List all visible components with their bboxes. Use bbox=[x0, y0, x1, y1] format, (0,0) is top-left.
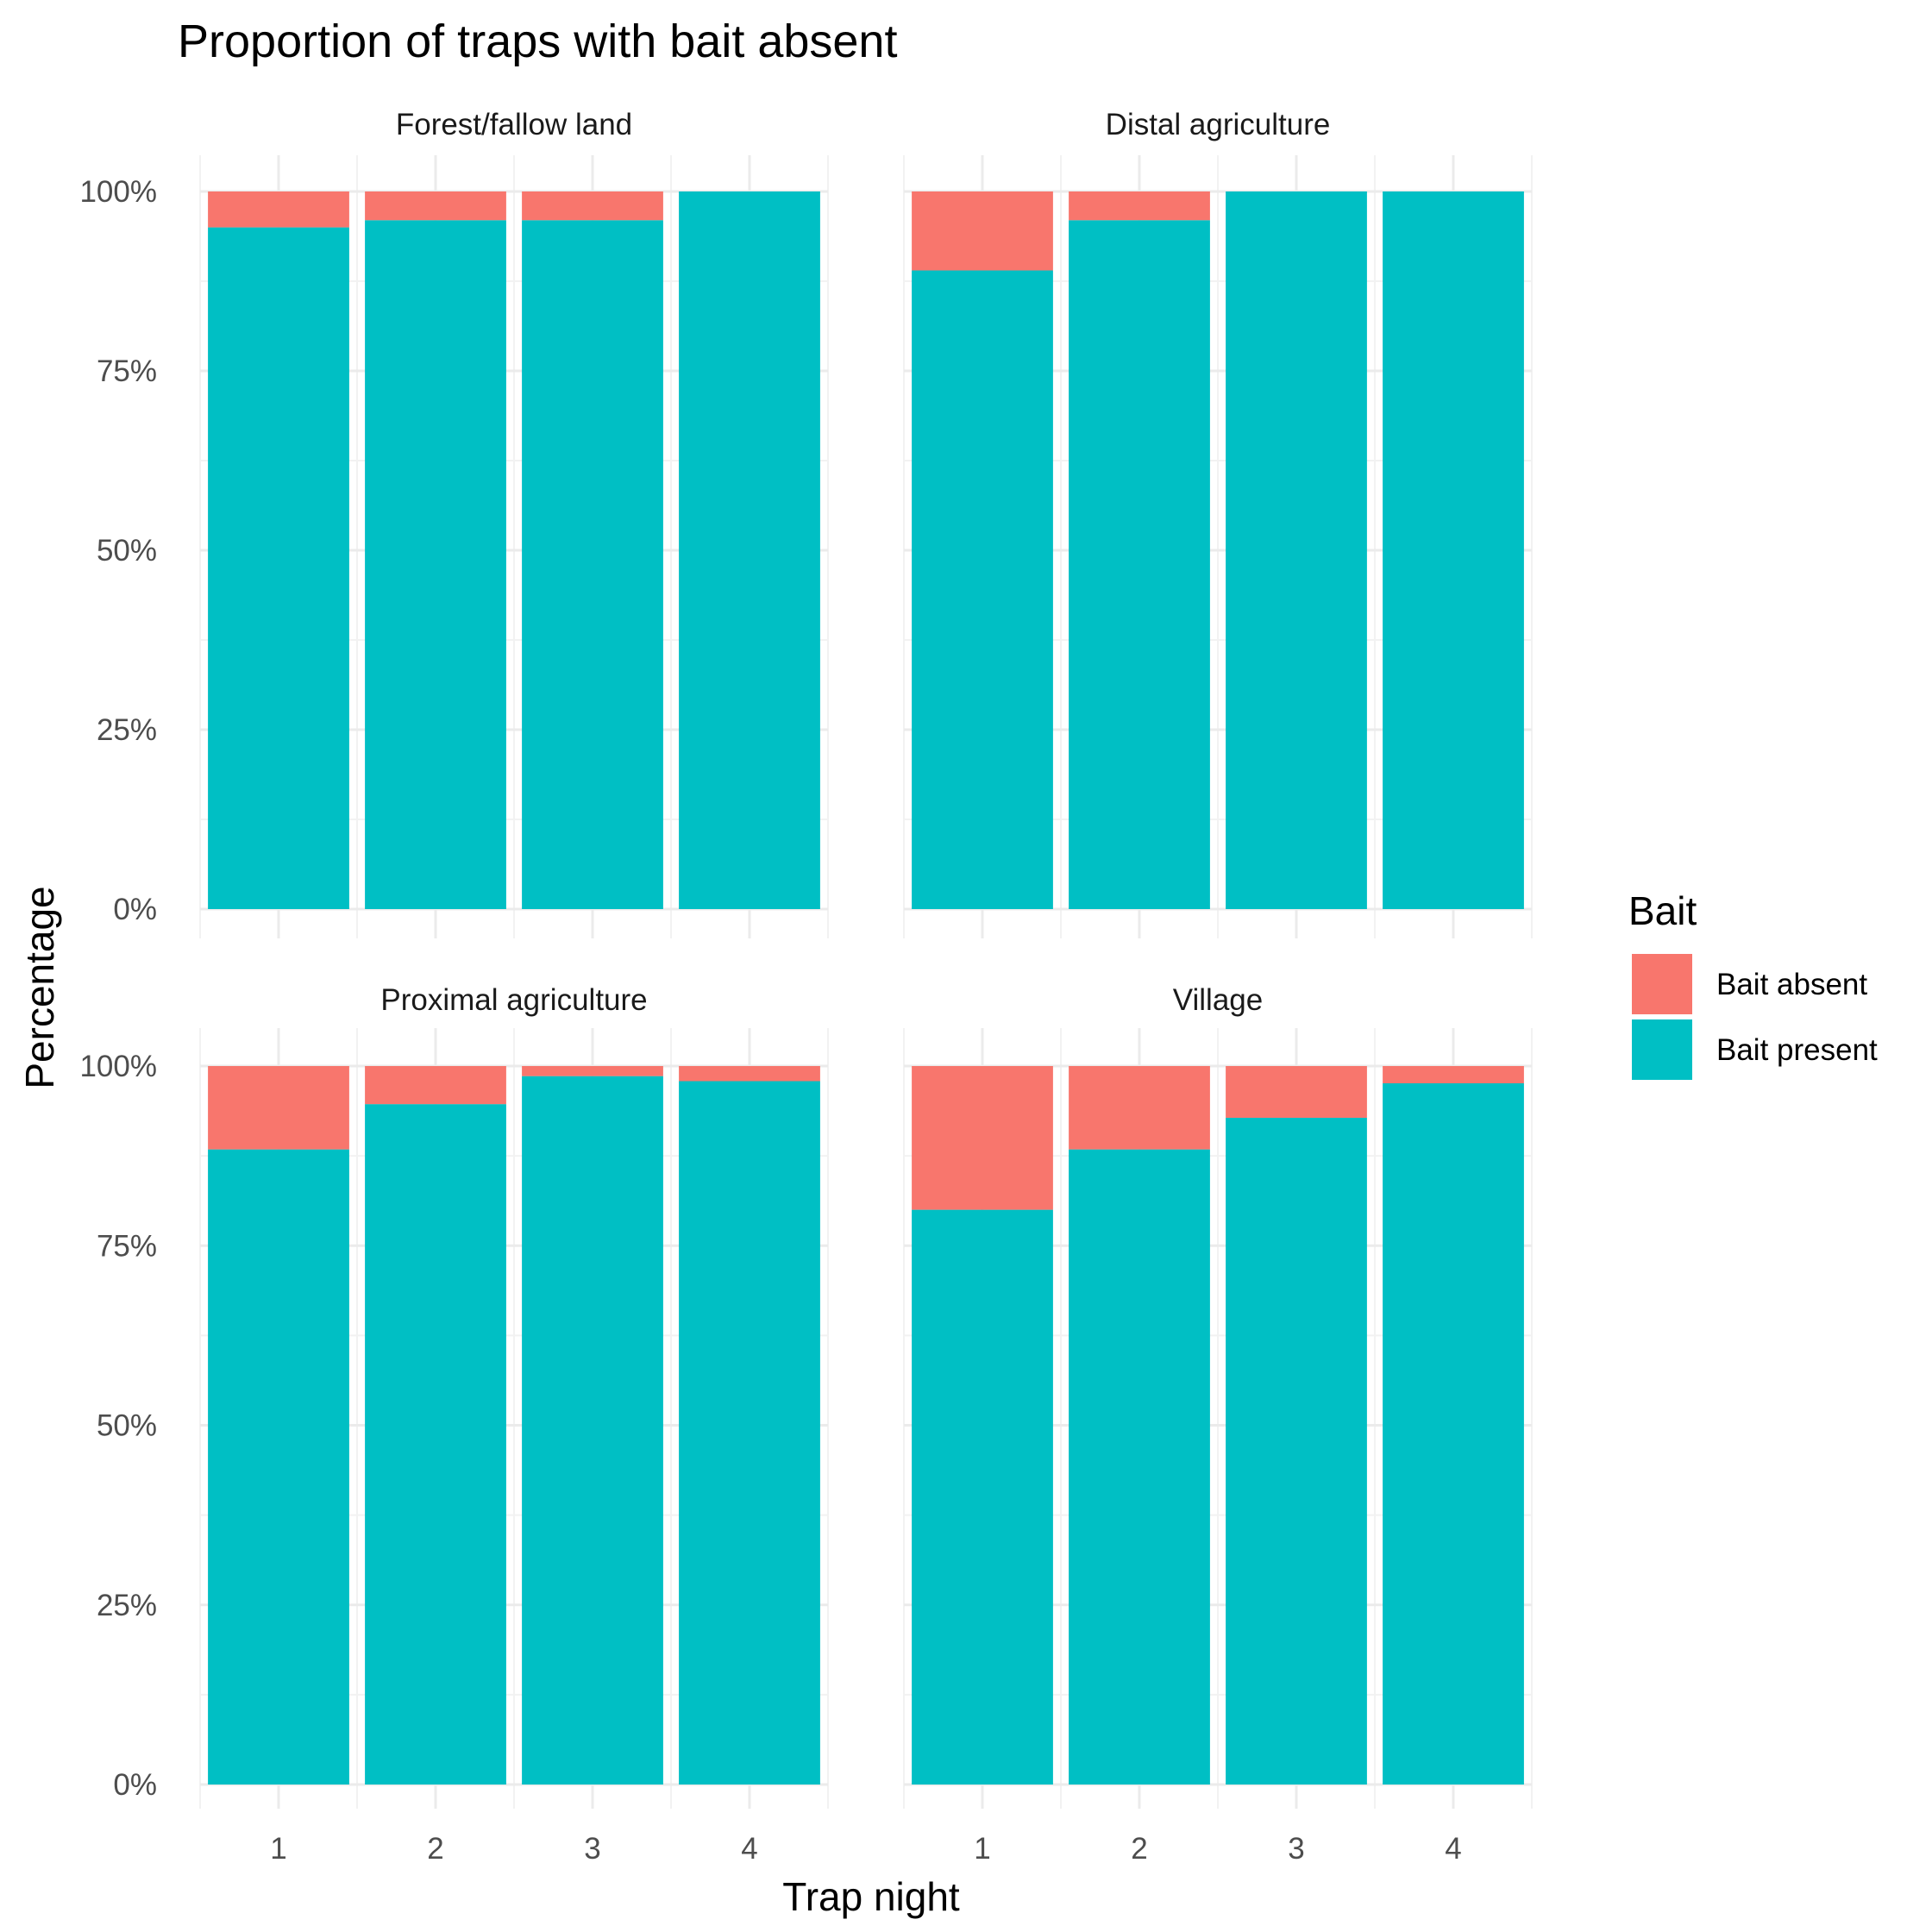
facet-label: Village bbox=[1173, 983, 1263, 1017]
bar-bait-present-night-1 bbox=[912, 270, 1053, 909]
x-tick-label: 4 bbox=[741, 1832, 757, 1866]
facet-label: Forest/fallow land bbox=[396, 108, 632, 141]
legend-label: Bait present bbox=[1716, 1033, 1878, 1067]
panel-2: Distal agriculture bbox=[903, 108, 1533, 938]
bar-bait-present-night-3 bbox=[522, 1076, 663, 1785]
x-tick-label: 1 bbox=[270, 1832, 286, 1866]
bar-bait-present-night-4 bbox=[1383, 191, 1524, 909]
facet-label: Distal agriculture bbox=[1106, 108, 1331, 141]
x-tick-label: 2 bbox=[427, 1832, 443, 1866]
y-tick-label: 100% bbox=[79, 175, 157, 209]
x-tick-label: 3 bbox=[1288, 1832, 1304, 1866]
y-tick-label: 0% bbox=[113, 893, 157, 926]
y-tick-label: 25% bbox=[97, 713, 157, 747]
bar-bait-present-night-3 bbox=[1226, 1117, 1367, 1785]
legend: Bait Bait absent Bait present bbox=[1628, 888, 1878, 1080]
bar-bait-absent-night-1 bbox=[208, 191, 349, 228]
legend-title: Bait bbox=[1628, 888, 1697, 933]
bar-bait-absent-night-1 bbox=[912, 1066, 1053, 1210]
facet-label: Proximal agriculture bbox=[380, 983, 647, 1017]
bar-bait-absent-night-2 bbox=[365, 1066, 506, 1105]
bar-bait-present-night-2 bbox=[365, 220, 506, 909]
bar-bait-present-night-1 bbox=[912, 1209, 1053, 1785]
legend-label: Bait absent bbox=[1716, 968, 1867, 1001]
bar-bait-present-night-2 bbox=[1069, 220, 1210, 909]
x-axis: 1 2 3 4 1 2 3 4 bbox=[270, 1832, 1461, 1866]
y-tick-label: 50% bbox=[97, 534, 157, 568]
bar-bait-present-night-2 bbox=[1069, 1149, 1210, 1785]
x-axis-title: Trap night bbox=[782, 1874, 960, 1919]
y-tick-label: 100% bbox=[79, 1050, 157, 1083]
bar-bait-present-night-3 bbox=[522, 220, 663, 909]
bar-bait-present-night-4 bbox=[679, 191, 820, 909]
panel-3: Proximal agriculture bbox=[199, 983, 829, 1809]
y-tick-label: 25% bbox=[97, 1589, 157, 1622]
bar-bait-absent-night-2 bbox=[1069, 1066, 1210, 1150]
bar-bait-present-night-3 bbox=[1226, 191, 1367, 909]
bar-bait-absent-night-2 bbox=[1069, 191, 1210, 221]
bar-bait-present-night-4 bbox=[1383, 1082, 1524, 1785]
bar-bait-absent-night-1 bbox=[208, 1066, 349, 1150]
bar-bait-absent-night-2 bbox=[365, 191, 506, 221]
bar-bait-present-night-1 bbox=[208, 227, 349, 910]
x-tick-label: 4 bbox=[1445, 1832, 1461, 1866]
bar-bait-absent-night-3 bbox=[522, 1066, 663, 1076]
bar-bait-present-night-4 bbox=[679, 1081, 820, 1785]
y-axis-title: Percentage bbox=[17, 886, 62, 1088]
bar-bait-absent-night-1 bbox=[912, 191, 1053, 271]
panel-1: Forest/fallow land bbox=[199, 108, 829, 938]
x-tick-label: 1 bbox=[974, 1832, 990, 1866]
bar-bait-absent-night-4 bbox=[1383, 1066, 1524, 1083]
bar-bait-absent-night-4 bbox=[679, 1066, 820, 1082]
x-tick-label: 2 bbox=[1131, 1832, 1147, 1866]
legend-key-bait-absent bbox=[1632, 954, 1692, 1014]
y-tick-label: 75% bbox=[97, 1229, 157, 1263]
panel-4: Village bbox=[903, 983, 1533, 1809]
x-tick-label: 3 bbox=[584, 1832, 600, 1866]
y-tick-label: 75% bbox=[97, 354, 157, 388]
bar-bait-absent-night-3 bbox=[522, 191, 663, 221]
chart-title: Proportion of traps with bait absent bbox=[178, 16, 897, 67]
y-tick-label: 0% bbox=[113, 1768, 157, 1802]
bar-bait-present-night-2 bbox=[365, 1104, 506, 1785]
y-axis: 0% 25% 50% 75% 100% 0% 25% 50% 75% 100% bbox=[79, 175, 157, 1802]
bar-bait-absent-night-3 bbox=[1226, 1066, 1367, 1118]
y-tick-label: 50% bbox=[97, 1409, 157, 1443]
legend-key-bait-present bbox=[1632, 1019, 1692, 1080]
panels: Forest/fallow land Distal agriculture Prox… bbox=[199, 108, 1533, 1809]
bar-bait-present-night-1 bbox=[208, 1149, 349, 1785]
